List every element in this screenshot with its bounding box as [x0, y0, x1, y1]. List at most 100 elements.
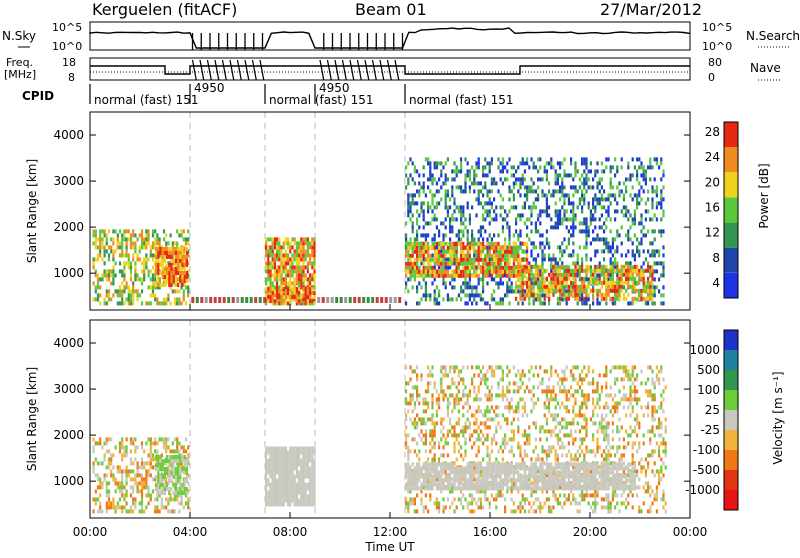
data-cell	[517, 237, 519, 241]
data-cell	[572, 293, 574, 297]
data-cell	[467, 401, 469, 405]
data-cell	[294, 503, 296, 507]
data-cell	[605, 237, 607, 241]
data-cell	[178, 289, 180, 293]
data-cell	[123, 261, 125, 265]
data-cell	[453, 161, 455, 165]
data-cell	[662, 213, 664, 217]
data-cell	[272, 455, 274, 459]
data-cell	[438, 265, 440, 269]
data-cell	[141, 501, 143, 505]
data-cell	[519, 509, 521, 513]
data-cell	[274, 237, 276, 241]
data-cell	[285, 291, 287, 295]
data-cell	[445, 505, 447, 509]
data-cell	[544, 285, 546, 289]
data-cell	[157, 255, 159, 259]
gap-scan-cell	[227, 297, 230, 303]
data-cell	[557, 301, 559, 305]
data-cell	[104, 453, 106, 457]
data-cell	[489, 393, 491, 397]
data-cell	[99, 277, 101, 281]
data-cell	[453, 201, 455, 205]
data-cell	[412, 274, 414, 278]
data-cell	[447, 250, 449, 254]
data-cell	[427, 389, 429, 393]
data-cell	[287, 479, 289, 483]
data-cell	[139, 245, 141, 249]
data-cell	[482, 266, 484, 270]
data-cell	[658, 253, 660, 257]
data-cell	[300, 447, 302, 451]
data-cell	[486, 417, 488, 421]
data-cell	[185, 501, 187, 505]
data-cell	[409, 417, 411, 421]
data-cell	[445, 393, 447, 397]
data-cell	[178, 297, 180, 301]
data-cell	[590, 281, 592, 285]
data-cell	[141, 477, 143, 481]
data-cell	[504, 273, 506, 277]
data-cell	[462, 389, 464, 393]
data-cell	[519, 246, 521, 250]
data-cell	[484, 246, 486, 250]
data-cell	[276, 269, 278, 273]
data-cell	[418, 189, 420, 193]
data-cell	[442, 181, 444, 185]
data-cell	[605, 281, 607, 285]
data-cell	[176, 241, 178, 245]
data-cell	[119, 497, 121, 501]
data-cell	[581, 173, 583, 177]
data-cell	[460, 258, 462, 262]
data-cell	[93, 497, 95, 501]
data-cell	[291, 479, 293, 483]
data-cell	[625, 189, 627, 193]
data-cell	[305, 291, 307, 295]
data-cell	[311, 503, 313, 507]
data-cell	[590, 257, 592, 261]
data-cell	[285, 467, 287, 471]
data-cell	[434, 289, 436, 293]
data-cell	[546, 201, 548, 205]
data-cell	[623, 285, 625, 289]
data-cell	[119, 485, 121, 489]
data-cell	[522, 258, 524, 262]
data-cell	[405, 262, 407, 266]
data-cell	[185, 301, 187, 305]
data-cell	[97, 257, 99, 261]
data-cell	[175, 467, 177, 471]
data-cell	[486, 258, 488, 262]
data-cell	[528, 293, 530, 297]
data-cell	[585, 273, 587, 277]
data-cell	[640, 165, 642, 169]
data-cell	[583, 301, 585, 305]
data-cell	[603, 269, 605, 273]
data-cell	[654, 157, 656, 161]
data-cell	[475, 274, 477, 278]
data-cell	[276, 273, 278, 277]
data-cell	[155, 271, 157, 275]
data-cell	[537, 157, 539, 161]
data-cell	[572, 233, 574, 237]
data-cell	[307, 495, 309, 499]
data-cell	[173, 251, 175, 255]
data-cell	[456, 397, 458, 401]
data-cell	[592, 229, 594, 233]
data-cell	[460, 229, 462, 233]
data-cell	[434, 297, 436, 301]
data-cell	[623, 193, 625, 197]
data-cell	[579, 229, 581, 233]
data-cell	[287, 237, 289, 241]
data-cell	[462, 229, 464, 233]
data-cell	[607, 289, 609, 293]
cpid-label: CPID	[22, 89, 54, 103]
data-cell	[409, 254, 411, 258]
data-cell	[420, 497, 422, 501]
data-cell	[625, 205, 627, 209]
data-cell	[168, 247, 170, 251]
data-cell	[272, 245, 274, 249]
data-cell	[110, 281, 112, 285]
data-cell	[458, 262, 460, 266]
data-cell	[612, 245, 614, 249]
data-cell	[601, 177, 603, 181]
